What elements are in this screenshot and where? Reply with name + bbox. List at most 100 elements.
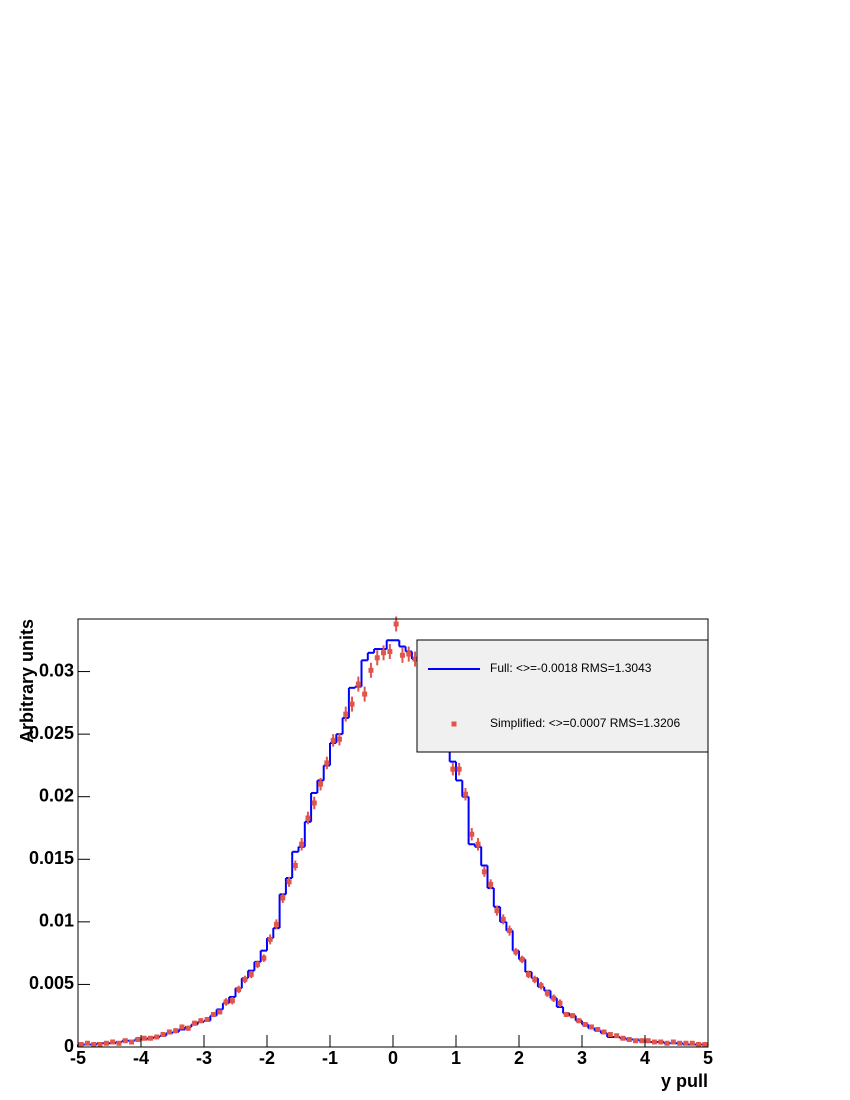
legend-label: Full: <>=-0.0018 RMS=1.3043 [490,661,652,675]
data-point [651,1039,657,1045]
data-point [500,916,506,922]
data-point [702,1041,708,1047]
data-point [324,760,330,766]
data-point [192,1020,198,1026]
data-point [261,955,267,961]
data-point [607,1031,613,1037]
y-tick-label: 0.02 [39,785,74,805]
data-point [677,1040,683,1046]
data-point [532,976,538,982]
data-point [141,1035,147,1041]
data-point [658,1039,664,1045]
data-point [475,841,481,847]
data-point [525,971,531,977]
data-point [595,1026,601,1032]
data-point [286,879,292,885]
data-point [129,1039,135,1045]
data-point [601,1029,607,1035]
data-point [614,1033,620,1039]
data-point [330,737,336,743]
x-tick-label: 5 [703,1048,713,1068]
data-point [242,976,248,982]
data-point [469,831,475,837]
y-tick-label: 0.005 [29,973,74,993]
x-tick-label: 2 [514,1048,524,1068]
data-point [255,961,261,967]
data-point [248,971,254,977]
data-point [223,999,229,1005]
x-axis-title: y pull [661,1071,708,1091]
legend-marker [451,721,457,727]
data-point [387,649,393,655]
data-point [147,1035,153,1041]
data-point [488,881,494,887]
x-tick-label: -3 [196,1048,212,1068]
data-point [494,908,500,914]
y-tick-label: 0.01 [39,911,74,931]
data-point [273,921,279,927]
legend-box [416,639,709,753]
data-point [103,1040,109,1046]
data-point [374,655,380,661]
data-point [664,1040,670,1046]
data-point [173,1028,179,1034]
data-point [236,986,242,992]
data-point [393,621,399,627]
y-tick-label: 0.03 [39,660,74,680]
data-point [122,1038,128,1044]
data-point [110,1039,116,1045]
data-point [179,1024,185,1030]
data-point [154,1034,160,1040]
data-point [362,691,368,697]
data-point [689,1040,695,1046]
data-point [557,1000,563,1006]
data-point [570,1013,576,1019]
x-tick-label: 4 [640,1048,650,1068]
data-point [645,1038,651,1044]
data-point [544,990,550,996]
data-point [551,995,557,1001]
data-point [217,1009,223,1015]
x-tick-label: 1 [451,1048,461,1068]
data-point [633,1038,639,1044]
data-point [349,701,355,707]
data-point [299,841,305,847]
data-point [204,1016,210,1022]
data-point [639,1038,645,1044]
data-point [305,815,311,821]
data-point [406,651,412,657]
y-tick-label: 0.015 [29,848,74,868]
data-point [368,667,374,673]
y-axis-title: Arbitrary units [17,619,37,743]
data-point [336,736,342,742]
data-point [588,1024,594,1030]
data-point [343,711,349,717]
data-point [84,1040,90,1046]
data-point [318,781,324,787]
data-point [513,949,519,955]
data-point [450,766,456,772]
data-point [78,1041,84,1047]
data-point [135,1036,141,1042]
x-tick-label: 3 [577,1048,587,1068]
y-tick-label: 0 [64,1036,74,1056]
y-tick-label: 0.025 [29,723,74,743]
data-point [507,928,513,934]
x-tick-label: 0 [388,1048,398,1068]
data-point [292,863,298,869]
data-point [696,1041,702,1047]
data-point [670,1039,676,1045]
data-point [462,791,468,797]
data-point [210,1011,216,1017]
legend-label: Simplified: <>=0.0007 RMS=1.3206 [490,716,680,730]
data-point [229,998,235,1004]
data-point [116,1040,122,1046]
data-point [481,869,487,875]
data-point [576,1018,582,1024]
data-point [166,1029,172,1035]
data-point [198,1018,204,1024]
data-point [563,1011,569,1017]
data-point [456,766,462,772]
x-tick-label: -5 [70,1048,86,1068]
data-point [267,936,273,942]
